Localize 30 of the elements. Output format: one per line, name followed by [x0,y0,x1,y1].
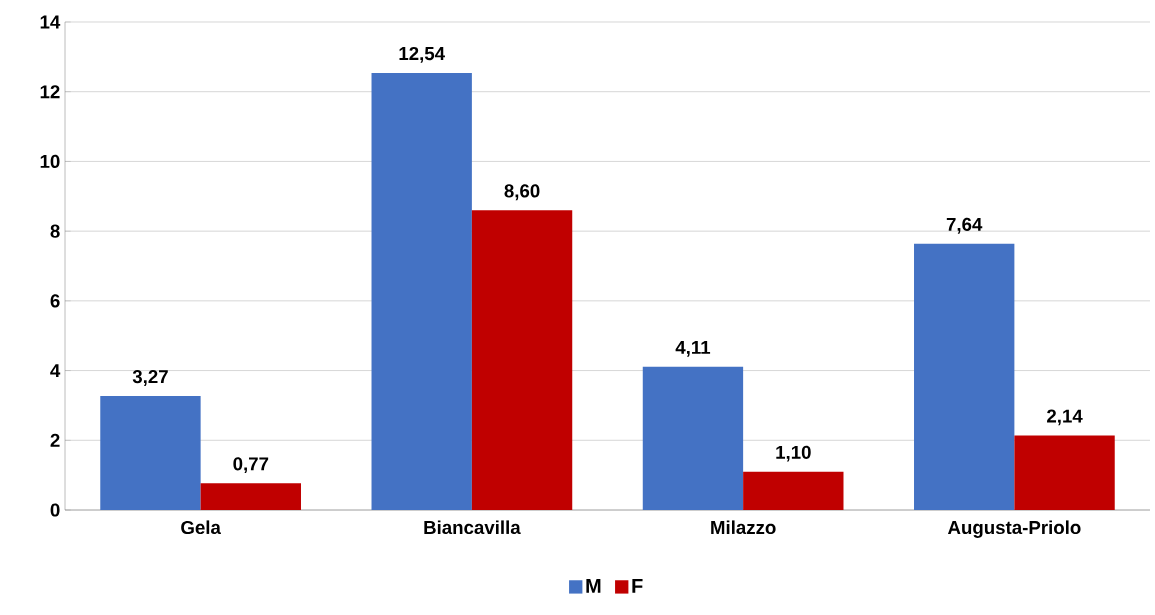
bar [471,210,573,510]
bar [914,243,1015,510]
data-label: 7,64 [946,217,983,234]
bar [1014,435,1115,510]
data-label: 4,11 [675,340,711,357]
data-label: 12,54 [399,46,445,63]
data-label: 2,14 [1047,409,1083,426]
data-label: 0,77 [233,457,269,474]
y-tick-label: 12 [40,85,60,99]
y-tick-label: 2 [50,433,60,447]
bar [100,396,201,510]
x-tick-label: Gela [181,520,221,535]
y-tick-label: 0 [50,503,60,517]
x-tick-label: Augusta-Priolo [947,520,1081,538]
y-tick-label: 14 [40,15,61,29]
y-tick-label: 6 [50,294,60,308]
bar [642,366,744,510]
legend-label: F [632,579,643,593]
y-tick-label: 4 [50,364,61,377]
y-tick-label: 8 [50,224,60,238]
y-tick-label: 10 [40,154,60,169]
legend-label: M [586,579,601,593]
bar [200,483,301,510]
data-label: 1,10 [776,445,811,462]
data-label: 3,27 [132,370,168,386]
x-tick-label: Milazzo [711,520,776,535]
bar [371,72,472,510]
data-label: 8,60 [504,184,540,201]
bar [743,471,844,510]
x-tick-label: Biancavilla [424,520,521,535]
